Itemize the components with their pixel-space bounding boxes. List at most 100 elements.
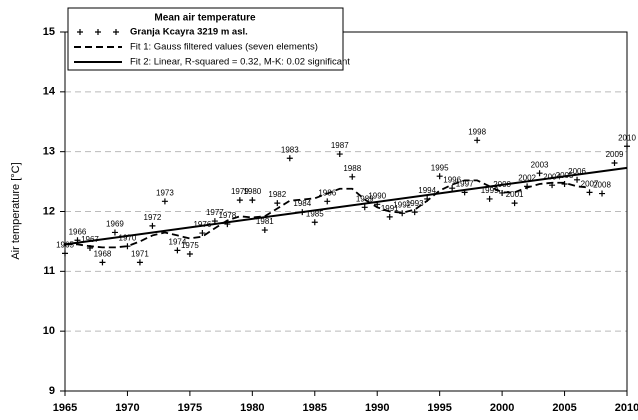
data-point bbox=[624, 143, 630, 150]
data-point bbox=[586, 189, 593, 196]
x-tick-label: 2010 bbox=[615, 402, 638, 414]
point-label: 1994 bbox=[418, 186, 436, 195]
point-label: 1980 bbox=[243, 187, 261, 196]
point-label: 1970 bbox=[119, 233, 137, 242]
y-tick-label: 11 bbox=[43, 265, 55, 277]
legend-label: Fit 1: Gauss filtered values (seven elem… bbox=[130, 42, 318, 53]
point-label: 2001 bbox=[506, 190, 524, 199]
fit-dashed bbox=[65, 179, 590, 249]
data-point bbox=[536, 170, 543, 177]
data-point bbox=[199, 230, 206, 237]
legend-title: Mean air temperature bbox=[154, 13, 256, 24]
x-tick-label: 2005 bbox=[552, 402, 576, 414]
data-point bbox=[474, 137, 481, 144]
point-label: 1988 bbox=[343, 164, 361, 173]
x-tick-label: 2000 bbox=[490, 402, 514, 414]
point-label: 2009 bbox=[606, 150, 624, 159]
point-label: 2004 bbox=[543, 172, 561, 181]
point-label: 1984 bbox=[293, 199, 311, 208]
data-point bbox=[62, 250, 68, 257]
legend-box bbox=[67, 7, 344, 71]
data-point bbox=[261, 227, 268, 234]
legend-marker bbox=[95, 29, 101, 35]
data-point bbox=[599, 190, 606, 197]
point-label: 1973 bbox=[156, 188, 174, 197]
data-point bbox=[349, 173, 356, 180]
data-point bbox=[111, 229, 118, 236]
point-label: 2002 bbox=[518, 173, 536, 182]
y-tick-label: 9 bbox=[49, 385, 55, 397]
point-label: 1972 bbox=[144, 213, 162, 222]
data-point bbox=[161, 198, 168, 205]
x-tick-label: 1975 bbox=[178, 402, 202, 414]
x-tick-label: 1980 bbox=[240, 402, 264, 414]
point-label: 1966 bbox=[69, 227, 87, 236]
data-point bbox=[249, 197, 256, 204]
x-tick-label: 1990 bbox=[365, 402, 389, 414]
data-point bbox=[286, 155, 293, 162]
data-point bbox=[561, 180, 568, 187]
data-point bbox=[361, 204, 368, 211]
data-point bbox=[236, 197, 243, 204]
data-point bbox=[174, 247, 181, 254]
data-point bbox=[274, 200, 281, 207]
point-label: 1993 bbox=[406, 199, 424, 208]
point-label: 1987 bbox=[331, 141, 349, 150]
y-tick-label: 15 bbox=[43, 26, 55, 38]
point-label: 1967 bbox=[81, 235, 99, 244]
x-tick-label: 1985 bbox=[303, 402, 327, 414]
point-label: 1999 bbox=[481, 186, 499, 195]
data-point bbox=[511, 200, 518, 207]
point-label: 1974 bbox=[169, 238, 187, 247]
point-label: 1985 bbox=[306, 209, 324, 218]
data-point bbox=[99, 259, 106, 266]
point-label: 1982 bbox=[268, 190, 286, 199]
data-point bbox=[486, 195, 493, 202]
point-label: 2007 bbox=[581, 179, 599, 188]
legend-label: Granja Kcayra 3219 m asl. bbox=[130, 27, 248, 38]
point-label: 1975 bbox=[181, 241, 199, 250]
point-label: 1977 bbox=[206, 208, 224, 217]
point-label: 2010 bbox=[618, 133, 636, 142]
point-label: 1991 bbox=[381, 204, 399, 213]
y-tick-label: 14 bbox=[43, 86, 56, 98]
data-point bbox=[411, 209, 418, 216]
y-axis-label: Air temperature [°C] bbox=[10, 162, 22, 259]
x-tick-label: 1970 bbox=[115, 402, 139, 414]
point-label: 1998 bbox=[468, 127, 486, 136]
point-label: 1969 bbox=[106, 220, 124, 229]
point-label: 2006 bbox=[568, 167, 586, 176]
point-label: 1983 bbox=[281, 145, 299, 154]
point-label: 1996 bbox=[443, 175, 461, 184]
legend-marker bbox=[113, 29, 119, 35]
legend-label: Fit 2: Linear, R-squared = 0.32, M-K: 0.… bbox=[130, 57, 350, 68]
point-label: 1971 bbox=[131, 249, 149, 258]
point-label: 2008 bbox=[593, 181, 611, 190]
point-label: 1997 bbox=[456, 179, 474, 188]
fit-line bbox=[64, 166, 628, 246]
point-label: 2003 bbox=[531, 160, 549, 169]
y-tick-label: 13 bbox=[43, 146, 55, 158]
data-point bbox=[386, 213, 393, 220]
data-point bbox=[311, 219, 318, 226]
x-tick-label: 1965 bbox=[53, 402, 77, 414]
data-point bbox=[324, 198, 331, 205]
point-label: 1992 bbox=[393, 200, 411, 209]
data-point bbox=[136, 259, 143, 266]
point-label: 1979 bbox=[231, 187, 249, 196]
data-point bbox=[436, 173, 443, 180]
legend-marker bbox=[77, 29, 83, 35]
data-point bbox=[449, 185, 456, 192]
data-point bbox=[149, 222, 156, 229]
point-label: 1978 bbox=[218, 211, 236, 220]
point-label: 1981 bbox=[256, 217, 274, 226]
plot-frame bbox=[64, 31, 628, 392]
data-point bbox=[574, 176, 581, 183]
data-point bbox=[336, 151, 343, 158]
data-point bbox=[611, 160, 618, 167]
y-tick-label: 10 bbox=[43, 325, 55, 337]
point-label: 1995 bbox=[431, 163, 449, 172]
y-tick-label: 12 bbox=[43, 205, 55, 217]
point-label: 1990 bbox=[368, 191, 386, 200]
